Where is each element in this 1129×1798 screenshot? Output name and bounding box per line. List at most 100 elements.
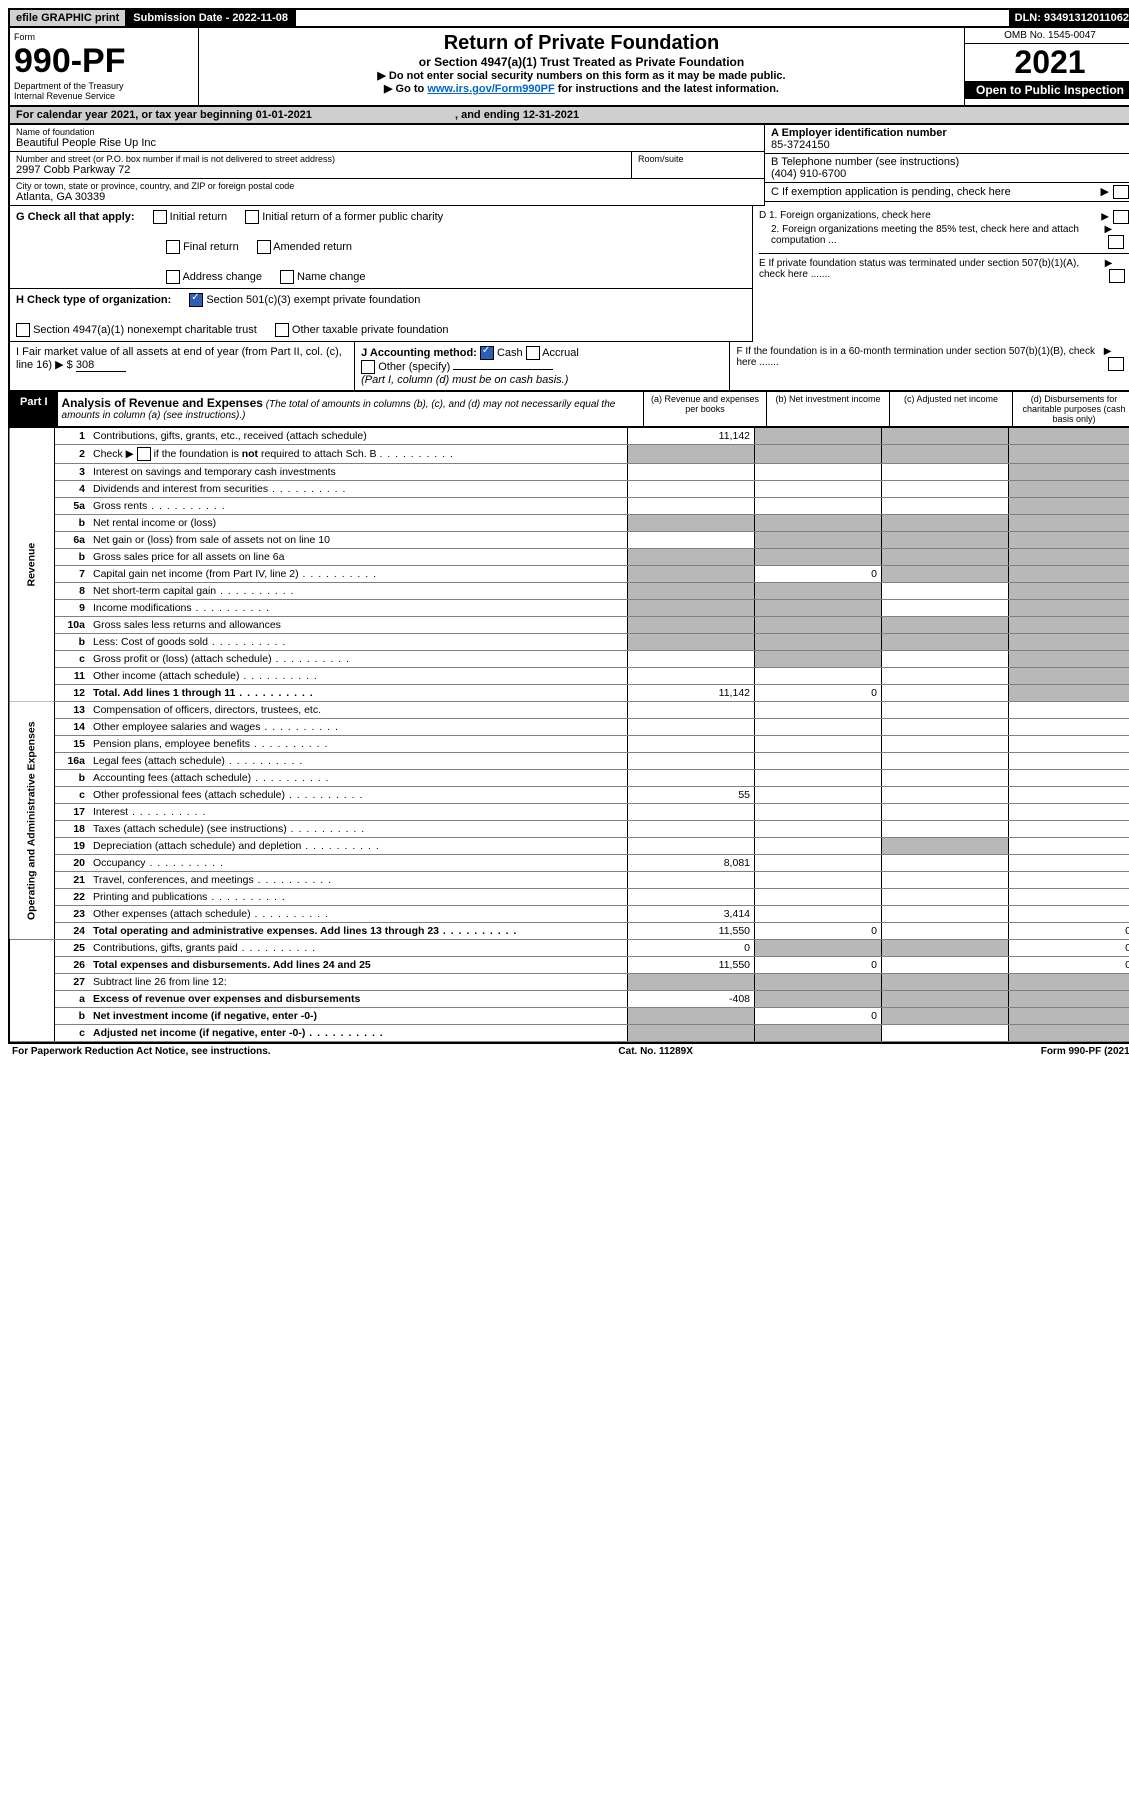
ln-18: 18	[55, 821, 90, 838]
val-12a: 11,142	[628, 685, 755, 702]
h-label: H Check type of organization:	[16, 294, 171, 306]
col-a-hdr: (a) Revenue and expenses per books	[643, 392, 766, 426]
ln-14: 14	[55, 719, 90, 736]
h-opt1: Section 501(c)(3) exempt private foundat…	[206, 294, 420, 306]
desc-17: Interest	[89, 804, 628, 821]
g-former-checkbox[interactable]	[245, 210, 259, 224]
top-bar: efile GRAPHIC print Submission Date - 20…	[8, 8, 1129, 28]
val-12b: 0	[755, 685, 882, 702]
j-other: Other (specify)	[378, 361, 450, 373]
h-other-checkbox[interactable]	[275, 323, 289, 337]
h-4947-checkbox[interactable]	[16, 323, 30, 337]
g-final-checkbox[interactable]	[166, 240, 180, 254]
footer-mid: Cat. No. 11289X	[618, 1046, 692, 1057]
h-opt2: Section 4947(a)(1) nonexempt charitable …	[33, 324, 257, 336]
ln-25: 25	[55, 940, 90, 957]
ln-27: 27	[55, 974, 90, 991]
h-opt3: Other taxable private foundation	[292, 324, 449, 336]
desc-13: Compensation of officers, directors, tru…	[89, 702, 628, 719]
desc-1: Contributions, gifts, grants, etc., rece…	[89, 428, 628, 445]
ln-11: 11	[55, 668, 90, 685]
part1-title: Analysis of Revenue and Expenses	[62, 396, 263, 410]
i-value: 308	[76, 359, 126, 372]
part1-header: Part I Analysis of Revenue and Expenses …	[8, 392, 1129, 428]
part1-table: Revenue 1Contributions, gifts, grants, e…	[8, 428, 1129, 1042]
expenses-side-label: Operating and Administrative Expenses	[9, 702, 55, 940]
addr-label: Number and street (or P.O. box number if…	[16, 154, 625, 164]
ln-16b: b	[55, 770, 90, 787]
i-label: I Fair market value of all assets at end…	[16, 346, 342, 371]
note-link: ▶ Go to www.irs.gov/Form990PF for instru…	[203, 82, 960, 95]
h-501c3-checkbox[interactable]	[189, 293, 203, 307]
ln-16a: 16a	[55, 753, 90, 770]
ln-10b: b	[55, 634, 90, 651]
f-checkbox[interactable]	[1108, 357, 1124, 371]
val-20: 8,081	[628, 855, 755, 872]
d2-checkbox[interactable]	[1108, 235, 1124, 249]
ijf-row: I Fair market value of all assets at end…	[8, 342, 1129, 392]
ln-10c: c	[55, 651, 90, 668]
desc-5b: Net rental income or (loss)	[89, 515, 628, 532]
g-opt5: Amended return	[273, 241, 352, 253]
d1-checkbox[interactable]	[1113, 210, 1129, 224]
irs-link[interactable]: www.irs.gov/Form990PF	[427, 83, 554, 95]
g-address-checkbox[interactable]	[166, 270, 180, 284]
desc-14: Other employee salaries and wages	[89, 719, 628, 736]
j-cash: Cash	[497, 347, 523, 359]
ln-15: 15	[55, 736, 90, 753]
val-23: 3,414	[628, 906, 755, 923]
ln-16c: c	[55, 787, 90, 804]
g-opt4: Initial return of a former public charit…	[262, 211, 443, 223]
val-26a: 11,550	[628, 957, 755, 974]
desc-7: Capital gain net income (from Part IV, l…	[89, 566, 628, 583]
j-accrual: Accrual	[542, 347, 579, 359]
tel-value: (404) 910-6700	[771, 168, 1129, 180]
g-opt3: Address change	[182, 271, 262, 283]
ln-5b: b	[55, 515, 90, 532]
efile-button[interactable]: efile GRAPHIC print	[10, 10, 127, 26]
d2-label: 2. Foreign organizations meeting the 85%…	[771, 224, 1104, 249]
g-initial-checkbox[interactable]	[153, 210, 167, 224]
j-note: (Part I, column (d) must be on cash basi…	[361, 374, 568, 386]
desc-10c: Gross profit or (loss) (attach schedule)	[89, 651, 628, 668]
g-opt1: Initial return	[170, 211, 227, 223]
ln-5a: 5a	[55, 498, 90, 515]
desc-23: Other expenses (attach schedule)	[89, 906, 628, 923]
desc-25: Contributions, gifts, grants paid	[89, 940, 628, 957]
desc-8: Net short-term capital gain	[89, 583, 628, 600]
ln-21: 21	[55, 872, 90, 889]
val-24b: 0	[755, 923, 882, 940]
col-d-hdr: (d) Disbursements for charitable purpose…	[1012, 392, 1129, 426]
g-name-checkbox[interactable]	[280, 270, 294, 284]
j-accrual-checkbox[interactable]	[526, 346, 540, 360]
desc-10a: Gross sales less returns and allowances	[89, 617, 628, 634]
e-label: E If private foundation status was termi…	[759, 258, 1105, 283]
j-other-checkbox[interactable]	[361, 360, 375, 374]
ln-3: 3	[55, 464, 90, 481]
city-state-zip: Atlanta, GA 30339	[16, 191, 758, 203]
entity-info: Name of foundation Beautiful People Rise…	[8, 125, 1129, 206]
schb-checkbox[interactable]	[137, 447, 151, 461]
desc-16b: Accounting fees (attach schedule)	[89, 770, 628, 787]
desc-9: Income modifications	[89, 600, 628, 617]
desc-16c: Other professional fees (attach schedule…	[89, 787, 628, 804]
form-title: Return of Private Foundation	[203, 32, 960, 55]
e-checkbox[interactable]	[1109, 269, 1125, 283]
g-amended-checkbox[interactable]	[257, 240, 271, 254]
desc-6a: Net gain or (loss) from sale of assets n…	[89, 532, 628, 549]
ln-24: 24	[55, 923, 90, 940]
val-7b: 0	[755, 566, 882, 583]
desc-12: Total. Add lines 1 through 11	[89, 685, 628, 702]
ln-2: 2	[55, 445, 90, 464]
desc-21: Travel, conferences, and meetings	[89, 872, 628, 889]
ln-27b: b	[55, 1008, 90, 1025]
ln-27c: c	[55, 1025, 90, 1042]
dept-label: Department of the Treasury	[14, 81, 194, 91]
revenue-side-label: Revenue	[9, 428, 55, 702]
calendar-year-row: For calendar year 2021, or tax year begi…	[8, 107, 1129, 125]
name-label: Name of foundation	[16, 127, 758, 137]
c-checkbox[interactable]	[1113, 185, 1129, 199]
j-cash-checkbox[interactable]	[480, 346, 494, 360]
val-27a: -408	[628, 991, 755, 1008]
desc-24: Total operating and administrative expen…	[89, 923, 628, 940]
